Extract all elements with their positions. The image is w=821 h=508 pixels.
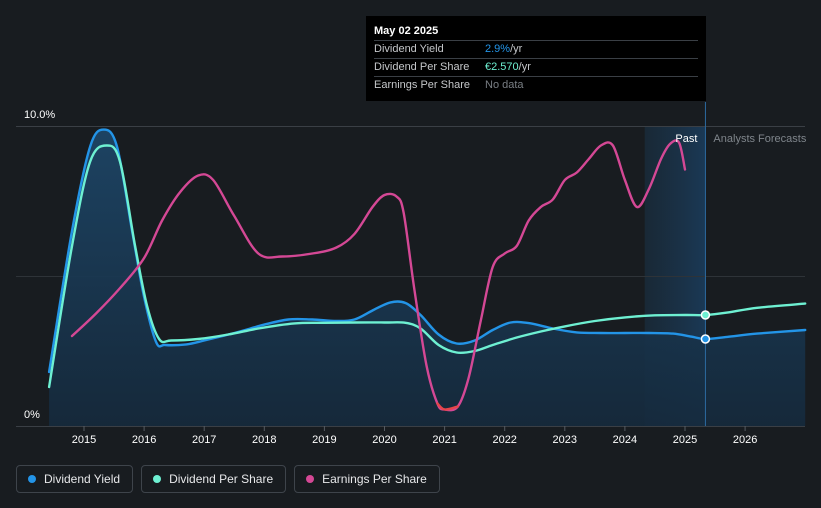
analysts-forecasts-label: Analysts Forecasts [713, 133, 806, 145]
tooltip-label: Dividend Per Share [374, 61, 470, 73]
series-line-dividend-per-share [47, 144, 807, 389]
tooltip-value: €2.570 [485, 61, 519, 73]
tooltip: May 02 2025 Dividend Yield 2.9% /yr Divi… [366, 16, 706, 101]
tooltip-unit: /yr [510, 43, 523, 55]
legend-dot-icon [306, 475, 315, 483]
tooltip-date: May 02 2025 [374, 25, 439, 37]
tooltip-label: Dividend Yield [374, 43, 444, 55]
chart-canvas: 10.0% 0% Past Analysts Forecasts 2015 201… [16, 102, 807, 446]
x-tick-label: 2016 [132, 434, 156, 446]
x-tick-label: 2026 [733, 434, 757, 446]
series-marker-dividend-yield [700, 334, 711, 344]
x-tick-label: 2025 [673, 434, 697, 446]
tooltip-row-dividend-yield: Dividend Yield 2.9% /yr [374, 40, 698, 58]
x-tick-label: 2018 [252, 434, 276, 446]
legend-label: Dividend Yield [44, 472, 121, 486]
x-tick-label: 2015 [72, 434, 96, 446]
tooltip-value: No data [485, 79, 524, 91]
y-axis-min-label: 0% [24, 409, 40, 421]
legend-item-earnings-per-share[interactable]: Earnings Per Share [294, 465, 440, 493]
x-tick-label: 2019 [312, 434, 336, 446]
y-axis-max-label: 10.0% [24, 109, 55, 121]
tooltip-row-dividend-per-share: Dividend Per Share €2.570 /yr [374, 58, 698, 76]
x-tick-label: 2021 [432, 434, 456, 446]
legend-label: Dividend Per Share [169, 472, 274, 486]
past-label: Past [675, 133, 697, 145]
legend-dot-icon [153, 475, 162, 483]
tooltip-row-earnings-per-share: Earnings Per Share No data [374, 76, 698, 94]
series-area-dividend-yield [49, 129, 806, 426]
series-line-earnings-per-share-negative-segment [436, 402, 459, 411]
legend-item-dividend-per-share[interactable]: Dividend Per Share [141, 465, 287, 493]
x-tick-label: 2023 [553, 434, 577, 446]
legend-item-dividend-yield[interactable]: Dividend Yield [16, 465, 134, 493]
legend: Dividend Yield Dividend Per Share Earnin… [16, 465, 440, 493]
legend-dot-icon [28, 475, 36, 483]
tooltip-value: 2.9% [485, 43, 511, 55]
x-tick-label: 2024 [613, 434, 637, 446]
tooltip-label: Earnings Per Share [374, 79, 470, 91]
legend-label: Earnings Per Share [322, 472, 427, 486]
tooltip-unit: /yr [518, 61, 531, 73]
series-marker-dividend-per-share [700, 310, 711, 320]
x-tick-label: 2022 [492, 434, 516, 446]
x-tick-label: 2017 [192, 434, 216, 446]
x-tick-label: 2020 [372, 434, 396, 446]
